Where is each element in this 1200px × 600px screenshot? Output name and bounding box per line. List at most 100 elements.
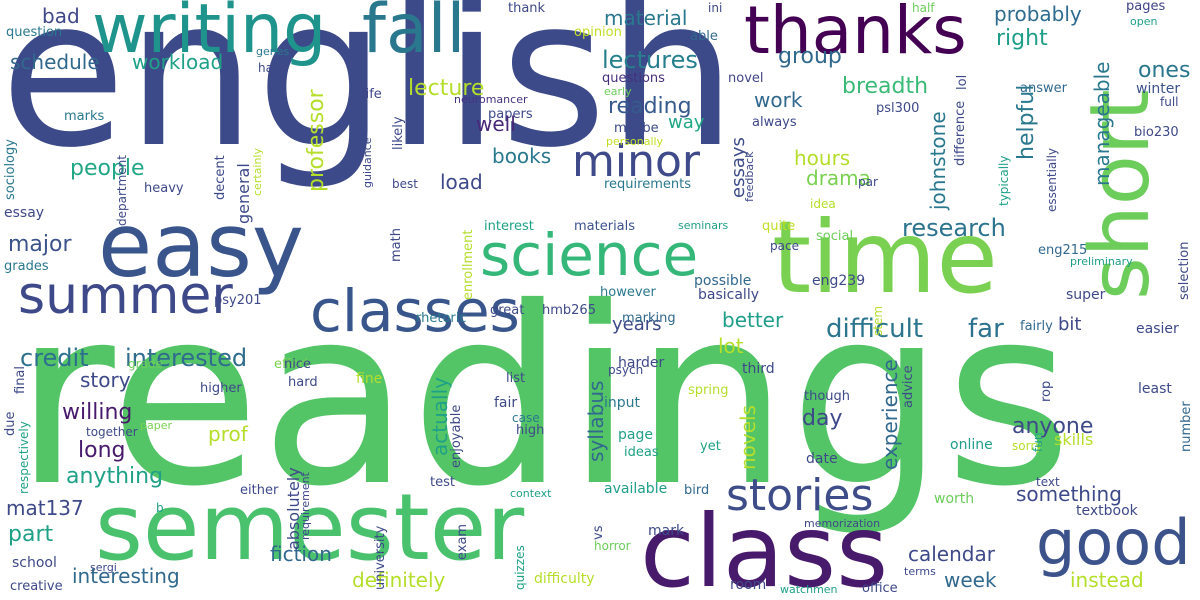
word-psy201: psy201 [214, 293, 262, 308]
word-people: people [70, 156, 145, 181]
word-test: test [430, 475, 455, 490]
word-text: text [1036, 475, 1060, 489]
word-day: day [802, 406, 843, 431]
word-drama: drama [806, 166, 871, 190]
word-number: number [1179, 401, 1194, 452]
word-half: half [912, 1, 935, 15]
word-feedback: feedback [743, 151, 756, 202]
word-sorry: sorry [1012, 439, 1043, 453]
word-material: material [604, 6, 688, 30]
word-seminars: seminars [678, 219, 729, 232]
word-open: open [1130, 15, 1158, 28]
word-sergi: sergi [90, 561, 117, 574]
word-memorization: memorization [804, 517, 881, 530]
word-together: together [86, 425, 138, 439]
word-paper: paper [140, 419, 172, 432]
word-major: major [8, 232, 72, 257]
word-english: english [0, 0, 737, 193]
word-quite: quite [762, 219, 796, 234]
word-grade: grade [128, 357, 163, 371]
word-available: available [604, 481, 668, 497]
word-marks: marks [64, 109, 105, 124]
word-ideas: ideas [624, 445, 659, 460]
word-either: either [240, 483, 279, 498]
word-probably: probably [994, 2, 1082, 26]
word-skills: skills [1054, 430, 1094, 449]
word-university: university [373, 525, 388, 590]
word-heavy: heavy [144, 181, 184, 196]
word-sociology: sociology [3, 139, 18, 200]
word-summer: summer [18, 266, 233, 326]
word-due: due [3, 411, 18, 437]
word-novel: novel [728, 71, 764, 86]
word-better: better [722, 308, 784, 332]
word-schedule: schedule [10, 50, 100, 74]
word-exam: exam [455, 523, 470, 560]
word-difficult: difficult [826, 314, 924, 344]
word-final: final [13, 365, 28, 394]
word-grades: grades [4, 259, 49, 274]
word-fall: fall [362, 0, 466, 69]
word-johnstone: johnstone [926, 111, 950, 210]
word-lol: lol [955, 74, 970, 90]
word-eng239: eng239 [812, 273, 866, 289]
word-fairly: fairly [1020, 319, 1053, 334]
word-difference: difference [953, 100, 968, 166]
word-research: research [902, 214, 1006, 242]
word-something: something [1016, 482, 1122, 506]
word-psl300: psl300 [876, 101, 920, 116]
word-long: long [78, 438, 126, 463]
word-hours: hours [794, 146, 851, 170]
word-least: least [1138, 381, 1172, 397]
word-essay: essay [4, 205, 45, 221]
word-enrollment: enrollment [461, 229, 476, 300]
word-respectively: respectively [17, 421, 31, 494]
word-room: room [730, 577, 767, 593]
word-far: far [968, 314, 1004, 344]
word-b: b [156, 501, 164, 515]
word-part: part [8, 522, 54, 547]
word-reading: reading [608, 94, 692, 119]
word-general: general [234, 163, 253, 224]
word-harder: harder [618, 355, 665, 371]
word-right: right [996, 26, 1048, 51]
word-mark: mark [648, 523, 685, 539]
word-willing: willing [62, 400, 133, 425]
word-selection: selection [1177, 241, 1192, 300]
word-anything: anything [66, 464, 164, 489]
word-creative: creative [10, 579, 63, 594]
word-difficulty: difficulty [534, 571, 595, 587]
word-materials: materials [574, 219, 636, 234]
word-helpful: helpful [1014, 84, 1039, 160]
word-textbook: textbook [1076, 503, 1138, 519]
word-possible: possible [694, 273, 752, 289]
word-certainly: certainly [251, 148, 264, 196]
word-quizzes: quizzes [513, 545, 527, 590]
word-lectures: lectures [602, 46, 698, 74]
word-lot: lot [718, 334, 744, 358]
word-class: class [640, 493, 889, 600]
word-ini: ini [708, 1, 723, 15]
word-novels: novels [736, 404, 760, 470]
word-interested: interested [125, 344, 248, 372]
word-effort: effort [274, 357, 310, 372]
word-watchmen: watchmen [780, 583, 838, 596]
word-readings: readings [14, 255, 1073, 540]
word-rop: rop [1039, 380, 1054, 402]
word-week: week [944, 568, 997, 592]
word-fiction: fiction [270, 542, 332, 566]
word-spring: spring [688, 383, 729, 398]
word-life: life [362, 87, 382, 102]
word-rhetoric: rhetoric [416, 311, 467, 326]
word-anyone: anyone [1012, 414, 1094, 439]
word-group: group [778, 44, 842, 69]
word-good: good [1036, 506, 1191, 579]
word-books: books [492, 144, 552, 168]
word-minor: minor [572, 136, 700, 187]
word-neuromancer: neuromancer [454, 93, 528, 106]
word-terms: terms [904, 565, 936, 578]
word-instead: instead [1070, 568, 1144, 592]
word-definitely: definitely [352, 568, 446, 592]
word-idea: idea [810, 197, 836, 211]
word-fair: fair [494, 395, 518, 411]
